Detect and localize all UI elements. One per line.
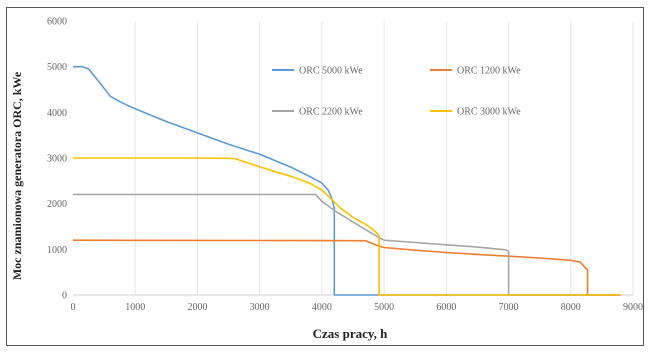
- y-tick-2000: 2000: [47, 199, 67, 210]
- y-axis-ticks: 0 1000 2000 3000 4000 5000 6000: [47, 17, 67, 302]
- y-tick-4000: 4000: [47, 108, 67, 119]
- x-tick-2000: 2000: [187, 302, 207, 313]
- legend-label-2: ORC 1200 kWe: [457, 66, 521, 77]
- x-tick-4000: 4000: [312, 302, 332, 313]
- x-tick-1000: 1000: [125, 302, 145, 313]
- legend-label-3: ORC 2200 kWe: [299, 107, 363, 118]
- x-tick-5000: 5000: [374, 302, 394, 313]
- x-tick-7000: 7000: [499, 302, 519, 313]
- y-tick-5000: 5000: [47, 62, 67, 73]
- series-line-2: [72, 239, 621, 296]
- series-line-4: [73, 157, 621, 296]
- y-tick-1000: 1000: [47, 245, 67, 256]
- y-tick-0: 0: [62, 291, 67, 302]
- y-tick-3000: 3000: [47, 154, 67, 165]
- x-tick-9000: 9000: [623, 302, 643, 313]
- x-tick-8000: 8000: [561, 302, 581, 313]
- x-tick-6000: 6000: [436, 302, 456, 313]
- y-axis-title: Moc znamionowa generatora ORC, kWe: [10, 71, 24, 280]
- x-tick-3000: 3000: [250, 302, 270, 313]
- legend: ORC 5000 kWe ORC 1200 kWe ORC 2200 kWe ORC …: [272, 66, 521, 118]
- legend-label-4: ORC 3000 kWe: [457, 107, 521, 118]
- x-tick-0: 0: [71, 302, 76, 313]
- chart-frame: [6, 7, 644, 346]
- series-line-1: [73, 65, 621, 296]
- legend-label-1: ORC 5000 kWe: [299, 66, 363, 77]
- x-axis-title: Czas pracy, h: [313, 326, 389, 341]
- x-axis-ticks: 0 1000 2000 3000 4000 5000 6000 7000 8000 9000: [71, 302, 644, 313]
- vertical-grid: [134, 21, 634, 295]
- series-line-3: [73, 193, 621, 296]
- y-tick-6000: 6000: [47, 17, 67, 28]
- series-lines: [72, 65, 621, 296]
